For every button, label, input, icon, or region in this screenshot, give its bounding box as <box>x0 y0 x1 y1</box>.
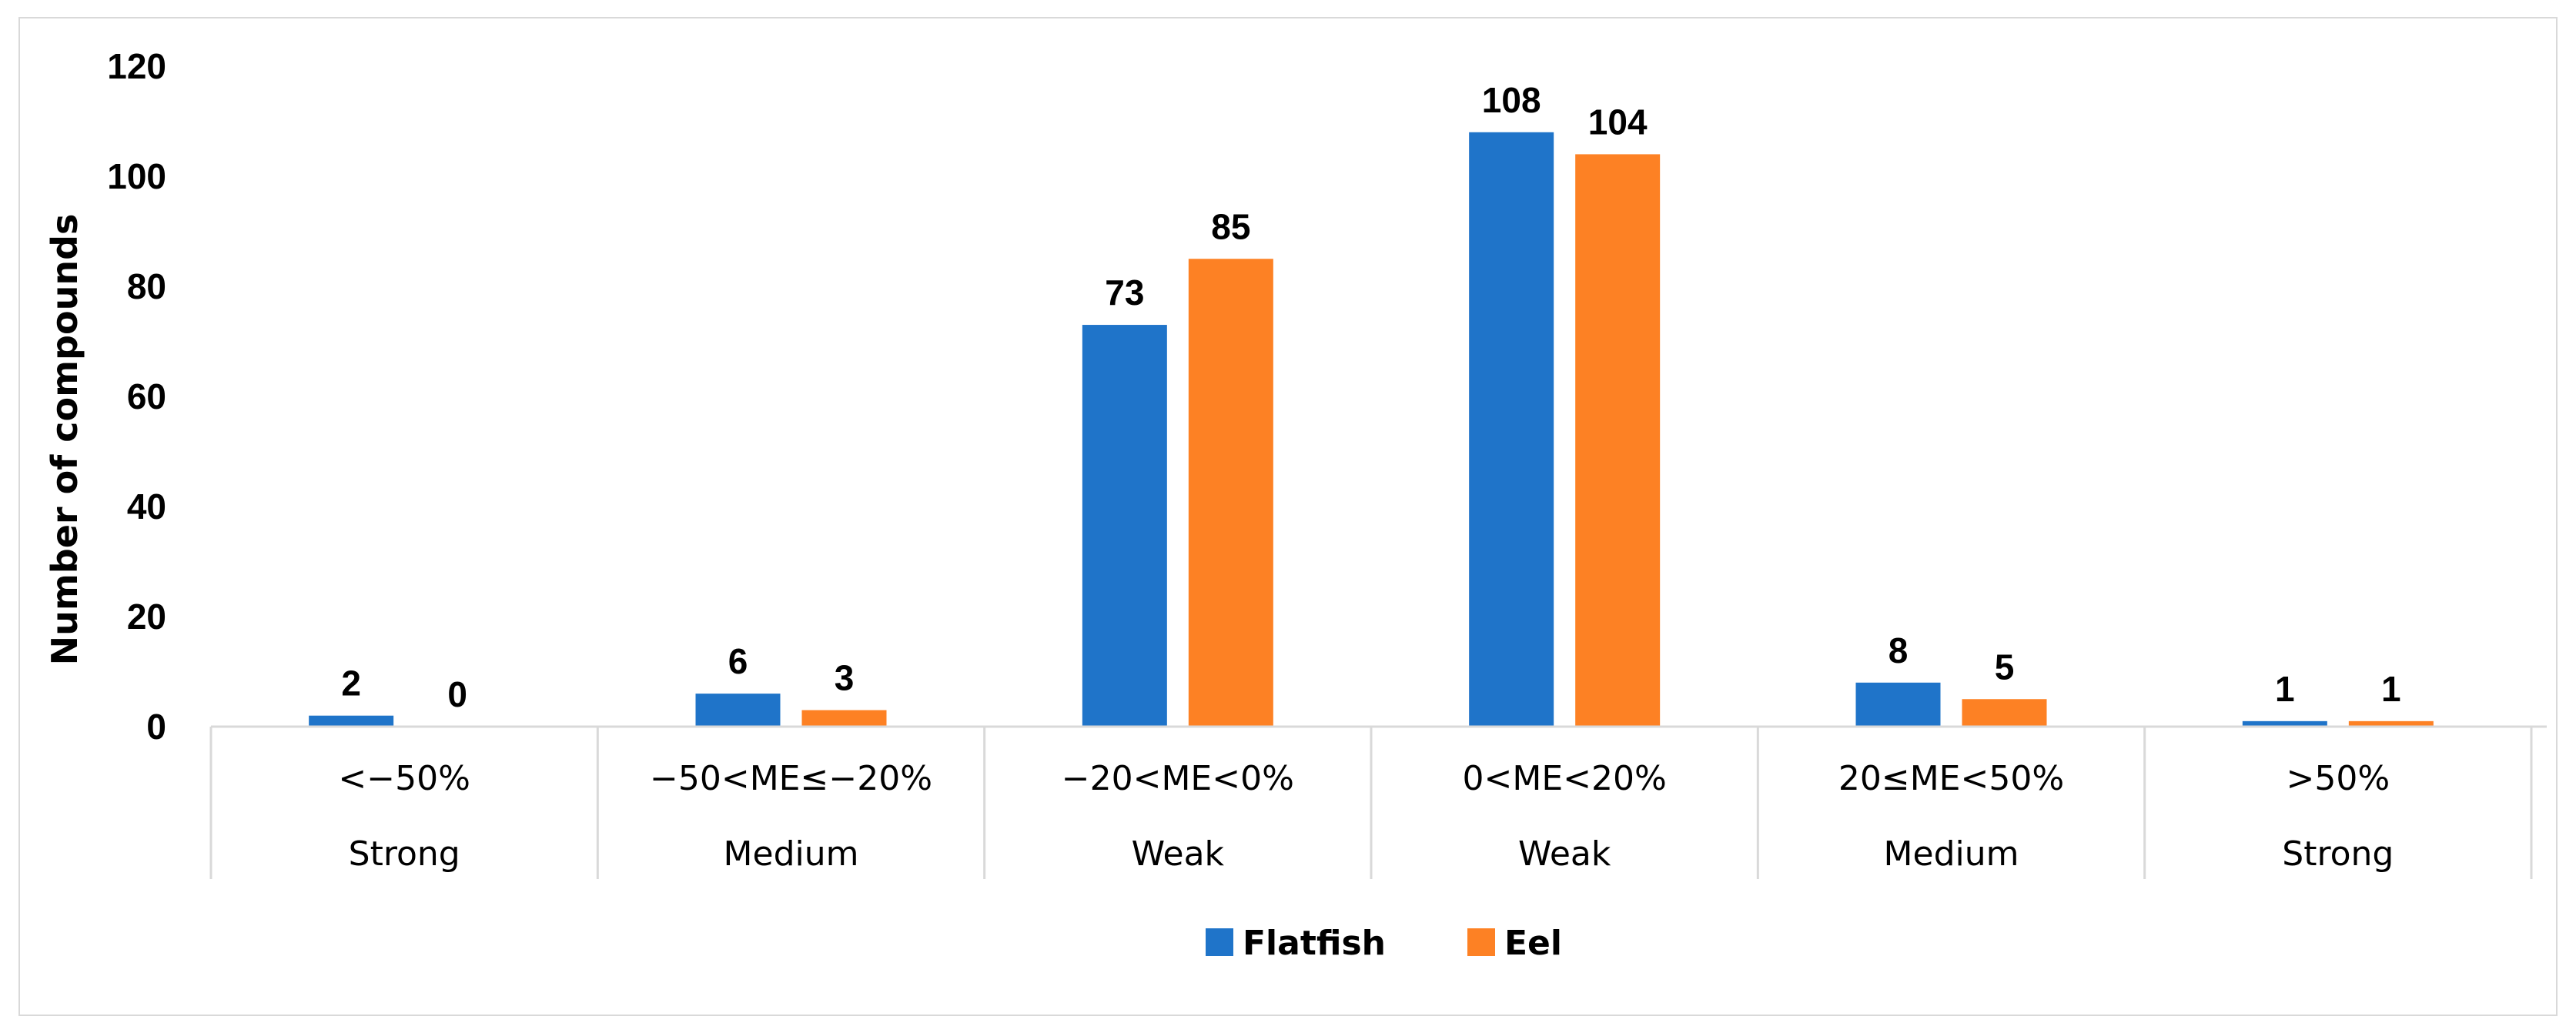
y-tick-label-0: 0 <box>146 707 166 747</box>
legend-label-eel: Eel <box>1504 924 1562 963</box>
bar-flatfish-2 <box>1082 325 1167 727</box>
bar-flatfish-1 <box>695 694 781 727</box>
x-group-label-3: Weak <box>1518 834 1611 874</box>
bar-eel-2 <box>1188 259 1273 727</box>
legend-swatch-flatfish <box>1206 928 1233 956</box>
x-tick-label-0: <−50% <box>338 759 470 798</box>
data-label-flatfish-4: 8 <box>1889 630 1909 670</box>
data-label-eel-0: 0 <box>447 674 467 714</box>
data-label-eel-2: 85 <box>1211 206 1250 246</box>
bar-eel-1 <box>801 710 887 727</box>
data-label-flatfish-1: 6 <box>728 641 748 681</box>
bar-flatfish-5 <box>2242 720 2327 727</box>
y-tick-label-1: 20 <box>127 597 166 637</box>
x-tick-label-3: 0<ME<20% <box>1463 759 1667 798</box>
bar-flatfish-3 <box>1469 132 1554 727</box>
x-tick-label-2: −20<ME<0% <box>1062 759 1294 798</box>
bar-flatfish-0 <box>309 715 394 727</box>
bar-eel-3 <box>1575 154 1661 727</box>
bar-eel-4 <box>1962 699 2047 727</box>
legend-swatch-eel <box>1467 928 1495 956</box>
chart-frame: 0 20 40 60 80 100 120 Number of compounds 2 0 6 3 73… <box>18 17 2558 1016</box>
x-tick-label-4: 20≤ME<50% <box>1838 759 2064 798</box>
y-tick-label-3: 60 <box>127 376 166 416</box>
x-group-label-4: Medium <box>1884 834 2019 874</box>
x-group-label-5: Strong <box>2282 834 2394 874</box>
x-group-label-1: Medium <box>724 834 859 874</box>
data-label-eel-4: 5 <box>1995 647 2015 687</box>
data-label-eel-5: 1 <box>2381 669 2401 709</box>
data-label-flatfish-0: 2 <box>341 664 361 704</box>
bar-flatfish-4 <box>1855 682 1941 727</box>
data-label-flatfish-2: 73 <box>1105 272 1144 313</box>
x-group-label-0: Strong <box>349 834 460 874</box>
data-label-flatfish-3: 108 <box>1482 80 1541 120</box>
x-tick-label-5: >50% <box>2286 759 2390 798</box>
y-tick-label-6: 120 <box>107 46 166 86</box>
x-group-label-2: Weak <box>1132 834 1225 874</box>
x-tick-label-1: −50<ME≤−20% <box>650 759 932 798</box>
data-label-eel-1: 3 <box>835 658 855 698</box>
y-tick-label-5: 100 <box>107 156 166 196</box>
legend-label-flatfish: Flatfish <box>1243 924 1386 963</box>
y-tick-label-2: 40 <box>127 486 166 527</box>
data-label-flatfish-5: 1 <box>2275 669 2295 709</box>
data-label-eel-3: 104 <box>1588 102 1648 142</box>
bar-eel-5 <box>2348 720 2434 727</box>
y-axis-title: Number of compounds <box>44 214 85 666</box>
y-tick-label-4: 80 <box>127 266 166 306</box>
